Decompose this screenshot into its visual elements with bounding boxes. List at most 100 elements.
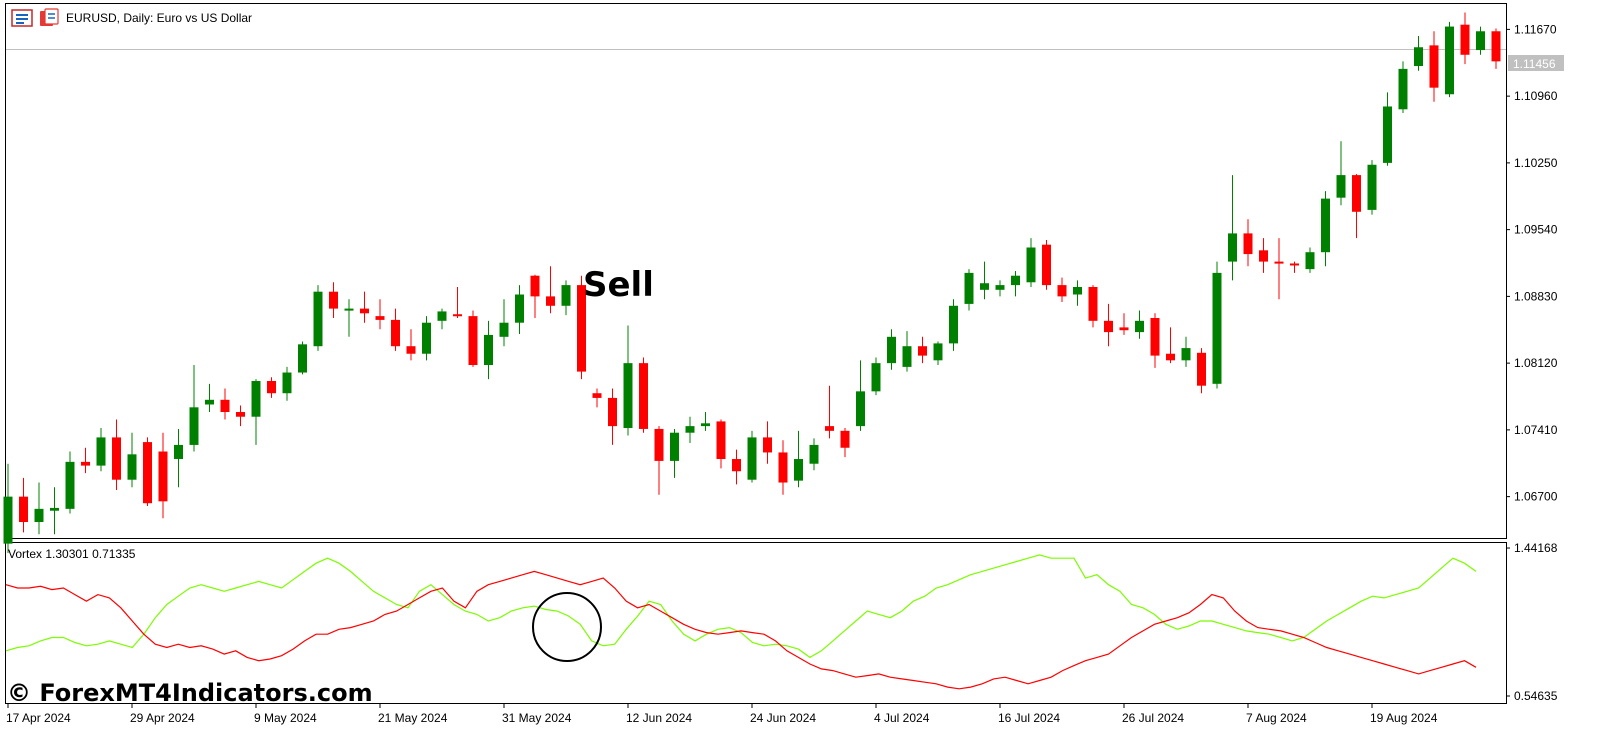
candle — [143, 437, 152, 507]
candle — [902, 331, 912, 372]
candle-body — [1026, 247, 1036, 283]
candle — [468, 310, 478, 367]
candle-body — [1212, 272, 1222, 384]
candle-body — [918, 346, 927, 356]
candle-body — [1150, 318, 1160, 356]
candle-body — [391, 319, 400, 347]
price-tag — [1508, 55, 1564, 71]
candle-body — [902, 346, 912, 367]
x-tick-label: 24 Jun 2024 — [750, 711, 816, 725]
candle — [515, 285, 524, 334]
candle-body — [1119, 327, 1129, 331]
candle — [871, 357, 881, 396]
candle-body — [1243, 233, 1253, 255]
candle-body — [654, 428, 664, 461]
candle — [406, 329, 416, 361]
candle — [3, 463, 13, 554]
x-tick-label: 26 Jul 2024 — [1122, 711, 1184, 725]
candle-body — [1336, 175, 1346, 198]
candle-body — [468, 316, 478, 366]
candle — [1197, 348, 1206, 394]
y-tick-label: 1.11670 — [1514, 22, 1557, 36]
candle-body — [1181, 348, 1191, 361]
candle — [1057, 277, 1067, 303]
x-tick-label: 9 May 2024 — [254, 711, 317, 725]
candle-body — [96, 437, 106, 466]
x-tick-label: 16 Jul 2024 — [998, 711, 1060, 725]
candle — [1367, 160, 1377, 215]
candle — [856, 360, 865, 431]
candle-body — [1429, 45, 1439, 88]
candle — [251, 379, 261, 445]
candle-body — [313, 291, 323, 347]
candle — [825, 385, 834, 439]
candle — [1212, 261, 1222, 389]
candle — [1228, 175, 1237, 281]
candle-body — [1274, 261, 1284, 264]
candle-body — [685, 426, 695, 433]
candle-body — [158, 451, 168, 502]
candle-body — [608, 397, 617, 427]
x-tick-label: 21 May 2024 — [378, 711, 448, 725]
candle-body — [34, 508, 44, 523]
candle — [1305, 247, 1315, 273]
candle — [716, 419, 726, 469]
candle — [282, 366, 292, 401]
candle-body — [856, 391, 865, 427]
candle-body — [1383, 106, 1392, 163]
candle-body — [1197, 352, 1206, 386]
candle — [1321, 191, 1330, 267]
x-tick-label: 4 Jul 2024 — [874, 711, 930, 725]
candle-body — [1057, 285, 1067, 297]
candle-body — [1042, 244, 1051, 286]
candle-body — [360, 308, 369, 314]
candle — [19, 477, 28, 533]
chart-title: EURUSD, Daily: Euro vs US Dollar — [66, 11, 252, 25]
candle — [1336, 141, 1346, 206]
candle-body — [127, 454, 137, 480]
candle-body — [189, 407, 199, 445]
candle-body — [267, 380, 276, 394]
candle-body — [1305, 252, 1315, 270]
y-tick-label: 1.09540 — [1514, 223, 1558, 237]
candle — [670, 428, 679, 478]
candle — [329, 282, 338, 319]
candle-body — [577, 285, 586, 372]
candle-body — [515, 294, 524, 323]
candle-body — [592, 393, 602, 398]
candle — [127, 432, 137, 488]
x-tick-label: 29 Apr 2024 — [130, 711, 195, 725]
candle — [1243, 219, 1253, 267]
candle — [499, 299, 509, 347]
chart-window-icon[interactable] — [11, 9, 33, 27]
candle — [546, 266, 555, 314]
candle-body — [933, 343, 943, 361]
y-tick-label: 1.06700 — [1514, 490, 1558, 504]
x-tick-label: 12 Jun 2024 — [626, 711, 692, 725]
candle-body — [251, 380, 261, 417]
x-tick-label: 31 May 2024 — [502, 711, 572, 725]
x-tick-label: 7 Aug 2024 — [1246, 711, 1307, 725]
candle — [964, 269, 974, 311]
candle — [933, 341, 943, 366]
sell-annotation: Sell — [583, 265, 654, 305]
candle — [422, 316, 431, 361]
candle — [437, 308, 447, 330]
candle — [592, 388, 602, 408]
candle — [1491, 28, 1501, 69]
candle-body — [50, 507, 59, 511]
candle-body — [716, 421, 726, 460]
watermark: © ForexMT4Indicators.com — [7, 679, 373, 707]
candle-body — [236, 412, 245, 417]
candle-body — [546, 296, 555, 306]
x-tick-label: 17 Apr 2024 — [6, 711, 71, 725]
candle-body — [143, 442, 152, 504]
indicator-frame — [5, 542, 1507, 704]
candle — [81, 447, 90, 474]
candle — [763, 421, 772, 464]
price-tag-label: 1.11456 — [1513, 57, 1556, 71]
candle — [220, 388, 230, 420]
candle — [360, 291, 369, 323]
candle — [189, 365, 199, 452]
